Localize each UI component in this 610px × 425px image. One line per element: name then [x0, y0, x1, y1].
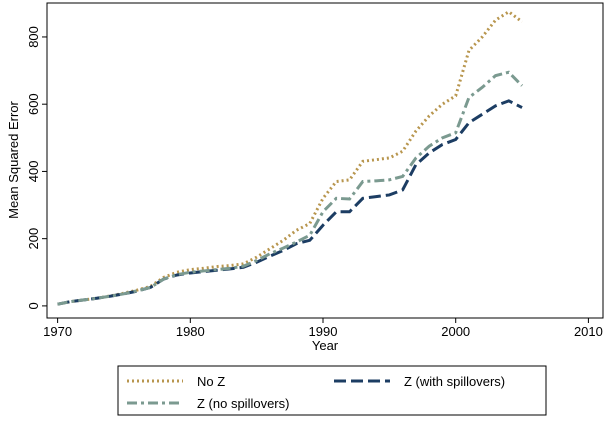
x-tick-label: 1970 — [43, 324, 72, 339]
legend-label: Z (no spillovers) — [197, 396, 289, 411]
y-axis-title: Mean Squared Error — [6, 100, 21, 218]
x-tick-label: 2000 — [441, 324, 470, 339]
x-tick-label: 1990 — [309, 324, 338, 339]
y-tick-label: 400 — [26, 161, 41, 183]
legend-frame — [117, 365, 547, 416]
plot-frame — [46, 2, 604, 319]
y-tick-label: 800 — [26, 26, 41, 48]
x-axis-title: Year — [312, 338, 339, 353]
series-line — [57, 9, 523, 306]
x-tick-label: 1980 — [176, 324, 205, 339]
series-line — [57, 70, 524, 306]
legend-label: Z (with spillovers) — [404, 374, 505, 389]
y-tick-label: 0 — [26, 302, 41, 309]
y-tick-label: 200 — [26, 228, 41, 250]
x-tick-label: 2010 — [574, 324, 603, 339]
legend-label: No Z — [197, 374, 225, 389]
y-tick-label: 600 — [26, 93, 41, 115]
